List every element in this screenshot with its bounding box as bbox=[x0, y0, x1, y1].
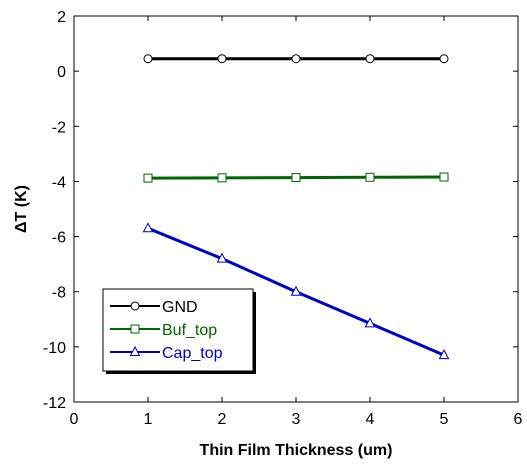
data-point-gnd bbox=[143, 54, 153, 64]
y-tick-label: -12 bbox=[43, 395, 66, 412]
data-point-cap-top bbox=[438, 349, 450, 360]
axis-ticks: 0 1 2 3 4 5 6 -12 -10 -8 -6 -4 -2 0 2 bbox=[43, 9, 523, 428]
legend-item-buf-top: Buf_top bbox=[110, 322, 217, 339]
y-tick-label: -4 bbox=[52, 174, 66, 191]
data-point-gnd bbox=[217, 54, 227, 64]
x-tick-label: 3 bbox=[292, 411, 301, 428]
y-tick-label: -6 bbox=[52, 230, 66, 247]
legend-swatch-marker bbox=[130, 301, 140, 311]
series-cap-top bbox=[142, 222, 450, 360]
data-point-cap-top bbox=[364, 317, 376, 328]
data-point-gnd bbox=[291, 54, 301, 64]
data-point-cap-top bbox=[216, 252, 228, 263]
x-tick-label: 4 bbox=[366, 411, 375, 428]
x-tick-label: 6 bbox=[514, 411, 523, 428]
series-buf-top bbox=[143, 172, 449, 183]
legend: GND Buf_top Cap_top bbox=[102, 288, 256, 374]
data-point-buf-top bbox=[143, 173, 153, 183]
y-tick-label: 0 bbox=[57, 64, 66, 81]
y-tick-label: -8 bbox=[52, 285, 66, 302]
legend-entries: GND Buf_top Cap_top bbox=[110, 299, 223, 362]
legend-item-cap-top: Cap_top bbox=[110, 345, 223, 362]
x-tick-label: 5 bbox=[440, 411, 449, 428]
y-tick-label: 2 bbox=[57, 9, 66, 26]
series-gnd bbox=[143, 54, 449, 64]
y-axis-title: ΔT (K) bbox=[13, 185, 30, 233]
data-point-buf-top bbox=[291, 173, 301, 183]
data-point-gnd bbox=[365, 54, 375, 64]
data-point-buf-top bbox=[217, 173, 227, 183]
legend-swatch-marker bbox=[130, 324, 140, 334]
data-point-cap-top bbox=[290, 285, 302, 296]
x-tick-label: 0 bbox=[70, 411, 79, 428]
data-point-buf-top bbox=[365, 172, 375, 182]
legend-label: Buf_top bbox=[162, 322, 217, 339]
y-tick-label: -2 bbox=[52, 119, 66, 136]
x-tick-label: 2 bbox=[218, 411, 227, 428]
x-tick-label: 1 bbox=[144, 411, 153, 428]
data-point-buf-top bbox=[439, 172, 449, 182]
y-tick-label: -10 bbox=[43, 340, 66, 357]
data-point-cap-top bbox=[142, 222, 154, 233]
legend-label: Cap_top bbox=[162, 345, 223, 362]
legend-label: GND bbox=[162, 299, 198, 316]
series-layer bbox=[142, 54, 450, 360]
legend-item-gnd: GND bbox=[110, 299, 198, 316]
x-axis-title: Thin Film Thickness (um) bbox=[200, 442, 393, 459]
legend-swatch-marker bbox=[129, 345, 141, 356]
data-point-gnd bbox=[439, 54, 449, 64]
